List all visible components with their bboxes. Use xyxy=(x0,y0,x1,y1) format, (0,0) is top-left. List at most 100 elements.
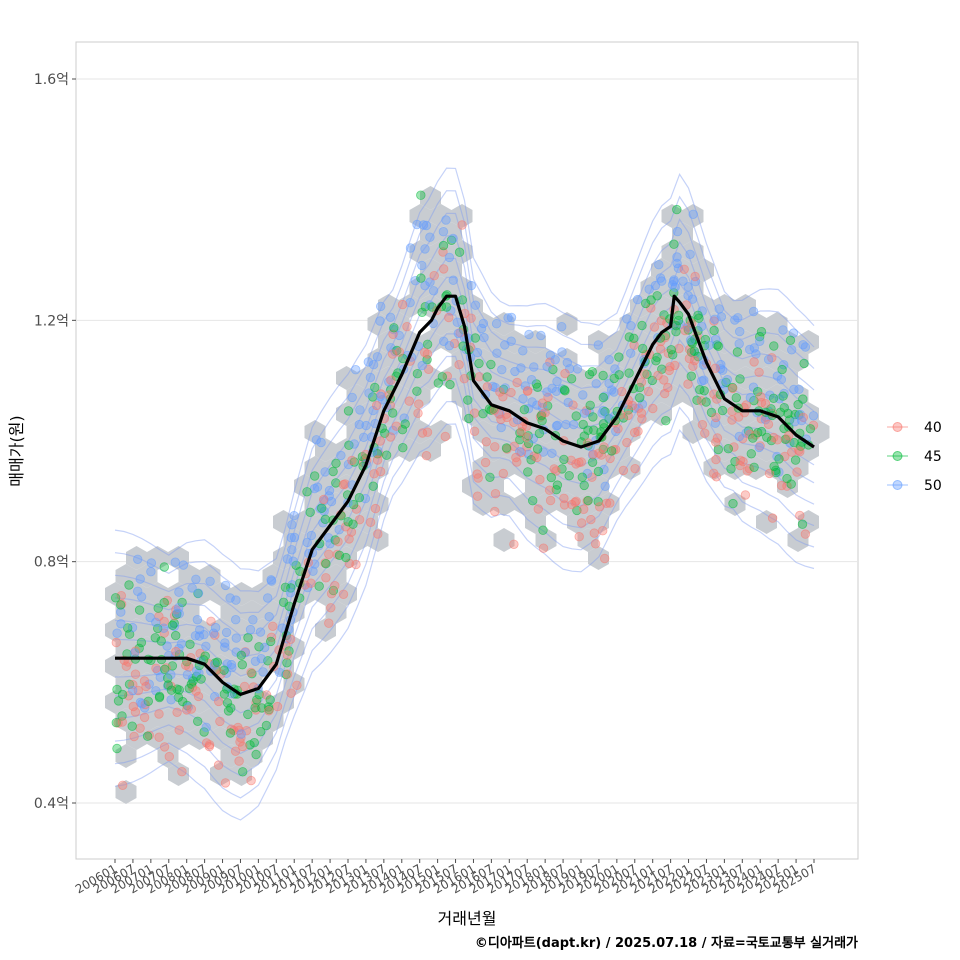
hexbin xyxy=(703,312,725,336)
series-40-point xyxy=(663,382,673,393)
hexbin xyxy=(430,276,452,300)
series-40-point xyxy=(627,400,638,411)
series-45-point xyxy=(587,367,598,377)
series-40-point xyxy=(139,676,150,686)
series-40-point xyxy=(394,347,405,357)
series-40-point xyxy=(623,410,633,421)
series-50-point xyxy=(478,318,489,329)
series-50-point xyxy=(399,413,409,423)
series-45-point xyxy=(532,444,543,454)
hexbin xyxy=(304,456,326,480)
series-40-point xyxy=(174,725,184,735)
series-40-point xyxy=(700,428,710,438)
series-45-point xyxy=(445,379,455,390)
series-50-point xyxy=(808,411,819,421)
density-contour xyxy=(114,257,815,659)
series-50-point xyxy=(364,388,374,398)
hexbin xyxy=(493,312,515,336)
hexbin xyxy=(168,618,189,642)
series-40-point xyxy=(735,455,746,466)
series-45-point xyxy=(196,674,206,684)
hexbin xyxy=(105,690,126,714)
series-45-point xyxy=(579,480,589,491)
series-45-point xyxy=(142,731,153,741)
trend-line-layer xyxy=(115,294,815,696)
series-45-point xyxy=(222,698,233,708)
series-40-point xyxy=(764,468,775,479)
series-45-point xyxy=(537,416,547,426)
series-40-point xyxy=(215,716,225,727)
series-45-point xyxy=(717,405,728,416)
trend-line xyxy=(115,294,815,696)
series-45-point xyxy=(368,481,378,491)
hexbin xyxy=(525,474,546,498)
series-50-point xyxy=(116,619,126,629)
series-50-point xyxy=(733,313,743,323)
series-45-point xyxy=(778,391,788,401)
series-40-point xyxy=(734,412,744,422)
series-40-point xyxy=(795,510,805,521)
series-45-point xyxy=(136,637,147,648)
hexbin xyxy=(472,492,494,516)
hexbin xyxy=(535,492,557,516)
series-50-point xyxy=(129,648,140,658)
series-40-point xyxy=(740,490,751,500)
series-50-point xyxy=(444,341,455,351)
series-50-point xyxy=(264,612,274,622)
series-45-point xyxy=(398,443,408,453)
hexbin xyxy=(556,312,578,336)
density-contour xyxy=(114,355,815,755)
hexbin xyxy=(136,672,158,696)
series-40-point xyxy=(545,495,556,506)
series-40-point xyxy=(213,696,224,707)
hexbin xyxy=(661,276,683,300)
series-50-point xyxy=(236,729,246,739)
hexbin xyxy=(703,420,725,444)
series-40-point xyxy=(749,357,759,367)
hexbin xyxy=(567,474,588,498)
series-40-point xyxy=(712,433,723,443)
series-45-point xyxy=(501,443,512,453)
series-45-point xyxy=(417,307,427,318)
series-50-point xyxy=(448,233,458,244)
series-40-point xyxy=(177,767,187,777)
series-50-point xyxy=(547,383,557,394)
series-40-point xyxy=(783,431,794,441)
series-50-point xyxy=(359,432,369,443)
hexbin xyxy=(735,294,756,318)
series-50-point xyxy=(735,326,745,337)
series-40-point xyxy=(440,431,451,442)
series-50-point xyxy=(174,587,184,597)
series-50-point xyxy=(316,437,326,448)
series-40-point xyxy=(711,412,721,423)
series-40-point xyxy=(795,447,805,457)
hexbin xyxy=(430,204,452,228)
hexbin xyxy=(525,330,546,354)
series-40-point xyxy=(285,634,296,645)
series-50-point xyxy=(347,392,357,403)
series-40-point xyxy=(457,220,467,230)
series-40-point xyxy=(481,437,492,447)
series-45-point xyxy=(470,333,481,343)
series-40-point xyxy=(605,498,615,508)
series-40-point xyxy=(161,663,171,673)
series-50-point xyxy=(765,390,775,400)
hexbin xyxy=(409,276,431,300)
hexbin xyxy=(294,510,315,534)
series-45-point xyxy=(695,385,705,395)
series-45-point xyxy=(593,466,604,477)
series-40-point xyxy=(369,469,379,479)
series-50-point xyxy=(420,244,430,254)
hexbin xyxy=(588,330,609,354)
series-45-point xyxy=(328,466,338,477)
series-40-point xyxy=(429,271,439,281)
series-40-point xyxy=(413,408,423,419)
series-45-point xyxy=(166,685,177,695)
series-45-point xyxy=(331,458,341,469)
series-50-point xyxy=(320,467,330,477)
hexbin xyxy=(252,618,273,642)
series-45-point xyxy=(557,464,567,474)
hexbin xyxy=(273,690,294,714)
series-50-point xyxy=(687,294,698,304)
hexbin xyxy=(220,600,242,624)
